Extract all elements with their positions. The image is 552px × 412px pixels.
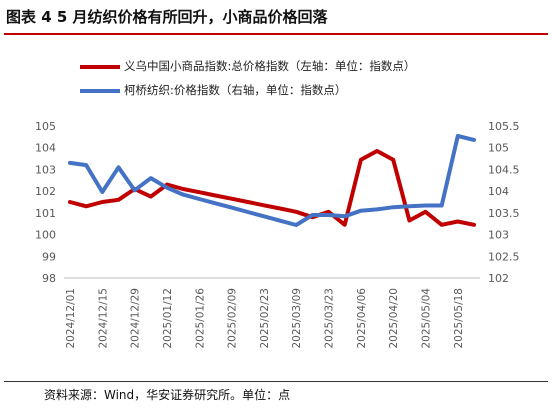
x-tick-label: 2025/03/09 (291, 288, 303, 349)
y-right-tick-label: 102 (488, 272, 509, 285)
y-right-tick-label: 105.5 (488, 120, 520, 133)
y-left-tick-label: 99 (42, 250, 56, 263)
x-tick-label: 2025/01/12 (162, 288, 174, 349)
x-tick-label: 2024/12/01 (65, 288, 77, 349)
y-left-tick-label: 101 (35, 207, 56, 220)
x-tick-label: 2024/12/15 (97, 288, 109, 349)
source-note: 资料来源：Wind，华安证券研究所。单位：点 (44, 388, 291, 402)
figure-title: 图表 4 5 月纺织价格有所回升，小商品价格回落 (6, 8, 328, 26)
x-tick-label: 2025/05/04 (421, 288, 433, 349)
chart-plot: 98 99 100 101 102 103 104 105 102 102.5 103 103.5 10… (35, 120, 520, 349)
x-tick-label: 2024/12/29 (130, 288, 142, 349)
x-tick-label: 2025/04/06 (356, 288, 368, 349)
y-right-tick-label: 102.5 (488, 250, 520, 263)
y-right-tick-label: 105 (488, 142, 509, 155)
title-rule (4, 33, 548, 35)
x-tick-label: 2025/01/26 (194, 288, 206, 349)
x-tick-label: 2025/04/20 (388, 288, 400, 349)
x-tick-label: 2025/03/23 (324, 288, 336, 349)
x-tick-label: 2025/02/09 (227, 288, 239, 349)
y-right-tick-label: 103.5 (488, 207, 520, 220)
legend-label-yiwu: 义乌中国小商品指数:总价格指数（左轴：单位：指数点） (124, 59, 416, 73)
y-right-tick-label: 104 (488, 185, 509, 198)
legend-entry-keqiao: 柯桥纺织:价格指数（右轴，单位：指数点） (80, 80, 480, 104)
legend-label-keqiao: 柯桥纺织:价格指数（右轴，单位：指数点） (124, 83, 347, 97)
legend-swatch-keqiao (80, 89, 120, 93)
bottom-rule (4, 381, 548, 382)
y-left-tick-label: 104 (35, 142, 56, 155)
y-left-tick-label: 102 (35, 185, 56, 198)
y-left-tick-label: 103 (35, 163, 56, 176)
y-right-tick-label: 103 (488, 229, 509, 242)
x-tick-label: 2025/02/23 (259, 288, 271, 349)
y-left-tick-label: 105 (35, 120, 56, 133)
y-left-tick-label: 100 (35, 229, 56, 242)
y-left-tick-label: 98 (42, 272, 56, 285)
x-tick-label: 2025/05/18 (453, 288, 465, 349)
series-line-keqiao (68, 134, 476, 227)
legend-swatch-yiwu (80, 65, 120, 69)
y-right-tick-label: 104.5 (488, 163, 520, 176)
chart-legend: 义乌中国小商品指数:总价格指数（左轴：单位：指数点） 柯桥纺织:价格指数（右轴，… (80, 56, 480, 104)
legend-entry-yiwu: 义乌中国小商品指数:总价格指数（左轴：单位：指数点） (80, 56, 480, 80)
